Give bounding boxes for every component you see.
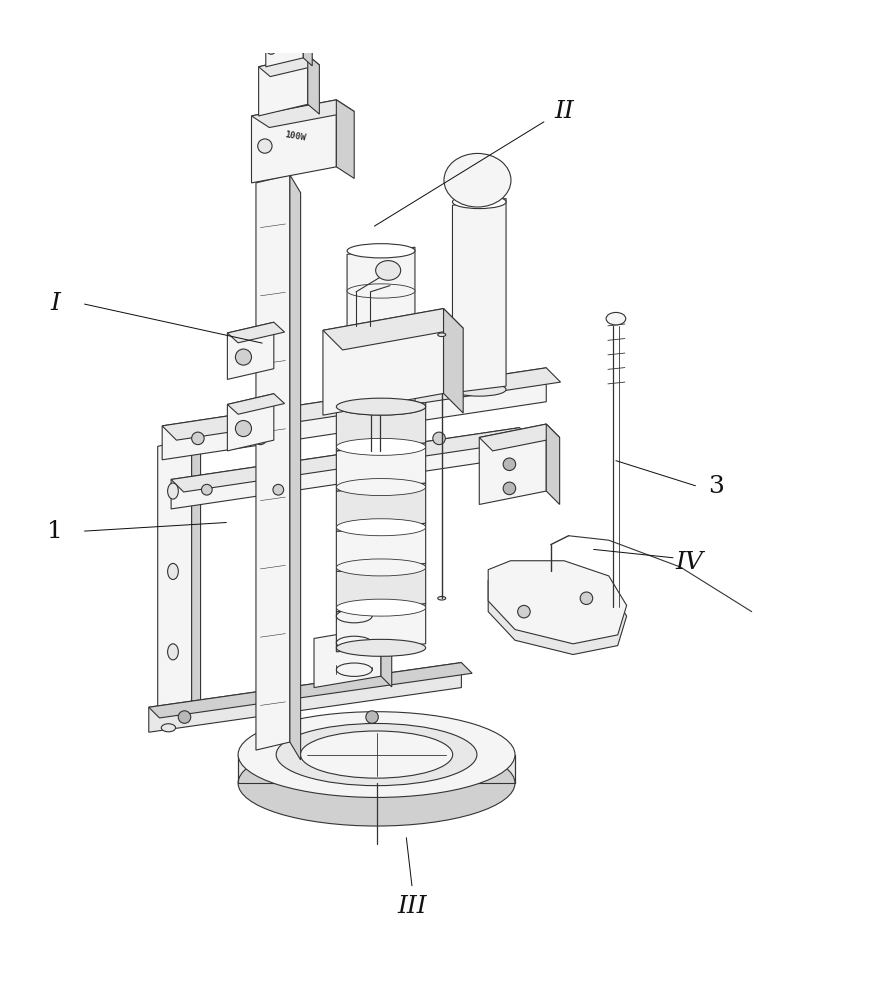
- Polygon shape: [336, 403, 426, 451]
- Polygon shape: [158, 437, 192, 714]
- Polygon shape: [149, 663, 472, 718]
- Circle shape: [178, 711, 191, 723]
- Polygon shape: [336, 604, 426, 652]
- Polygon shape: [488, 571, 626, 655]
- Ellipse shape: [347, 284, 415, 298]
- Text: IV: IV: [676, 551, 703, 574]
- Polygon shape: [228, 322, 285, 343]
- Text: 100W: 100W: [284, 130, 307, 143]
- Polygon shape: [266, 24, 312, 41]
- Polygon shape: [452, 199, 506, 393]
- Ellipse shape: [336, 639, 426, 656]
- Ellipse shape: [347, 373, 415, 387]
- Polygon shape: [336, 563, 426, 612]
- Circle shape: [267, 45, 276, 54]
- Ellipse shape: [336, 599, 426, 616]
- Circle shape: [366, 711, 378, 723]
- Polygon shape: [336, 443, 426, 491]
- Ellipse shape: [336, 663, 372, 676]
- Ellipse shape: [452, 195, 506, 209]
- Ellipse shape: [276, 723, 477, 786]
- Ellipse shape: [168, 563, 178, 579]
- Ellipse shape: [347, 329, 415, 343]
- Polygon shape: [381, 627, 392, 687]
- Ellipse shape: [452, 383, 506, 396]
- Polygon shape: [336, 100, 354, 178]
- Polygon shape: [171, 428, 532, 492]
- Polygon shape: [192, 437, 201, 714]
- Polygon shape: [252, 100, 354, 128]
- Text: III: III: [398, 895, 427, 918]
- Polygon shape: [336, 483, 426, 531]
- Ellipse shape: [168, 483, 178, 499]
- Ellipse shape: [336, 609, 372, 623]
- Polygon shape: [228, 394, 274, 451]
- Circle shape: [236, 349, 252, 365]
- Circle shape: [258, 139, 272, 153]
- Ellipse shape: [336, 559, 426, 576]
- Polygon shape: [307, 55, 319, 114]
- Ellipse shape: [438, 333, 446, 337]
- Text: I: I: [50, 292, 60, 315]
- Ellipse shape: [238, 740, 515, 826]
- Circle shape: [236, 421, 252, 437]
- Polygon shape: [347, 247, 415, 411]
- Polygon shape: [171, 428, 520, 509]
- Polygon shape: [304, 24, 312, 66]
- Ellipse shape: [168, 644, 178, 660]
- Circle shape: [202, 484, 212, 495]
- Polygon shape: [479, 424, 560, 451]
- Ellipse shape: [444, 153, 511, 207]
- Circle shape: [581, 592, 592, 605]
- Polygon shape: [323, 309, 444, 415]
- Polygon shape: [149, 663, 461, 732]
- Circle shape: [518, 605, 530, 618]
- Ellipse shape: [336, 479, 426, 496]
- Circle shape: [504, 482, 516, 495]
- Ellipse shape: [347, 244, 415, 258]
- Polygon shape: [444, 309, 463, 413]
- Polygon shape: [162, 368, 561, 440]
- Ellipse shape: [300, 731, 452, 778]
- Circle shape: [362, 484, 373, 495]
- Circle shape: [343, 432, 356, 445]
- Circle shape: [268, 711, 280, 723]
- Text: 1: 1: [47, 520, 63, 543]
- Ellipse shape: [347, 400, 415, 414]
- Polygon shape: [336, 523, 426, 571]
- Ellipse shape: [336, 636, 372, 650]
- Polygon shape: [259, 55, 307, 116]
- Circle shape: [433, 432, 445, 445]
- Polygon shape: [228, 394, 285, 414]
- Polygon shape: [323, 309, 463, 350]
- Ellipse shape: [336, 398, 426, 415]
- Circle shape: [504, 458, 516, 471]
- Polygon shape: [259, 55, 319, 77]
- Circle shape: [192, 432, 204, 445]
- Circle shape: [273, 484, 284, 495]
- Ellipse shape: [238, 712, 515, 797]
- Polygon shape: [228, 322, 274, 379]
- Text: II: II: [555, 100, 574, 123]
- Ellipse shape: [438, 596, 446, 600]
- Polygon shape: [266, 24, 304, 67]
- Polygon shape: [314, 627, 381, 688]
- Ellipse shape: [606, 312, 625, 325]
- Polygon shape: [238, 755, 515, 783]
- Ellipse shape: [336, 438, 426, 455]
- Ellipse shape: [161, 724, 176, 732]
- Ellipse shape: [336, 519, 426, 536]
- Polygon shape: [252, 100, 336, 183]
- Polygon shape: [290, 175, 301, 760]
- Polygon shape: [488, 561, 626, 644]
- Ellipse shape: [336, 398, 426, 415]
- Polygon shape: [256, 175, 290, 750]
- Ellipse shape: [375, 261, 401, 280]
- Polygon shape: [479, 424, 547, 504]
- Text: 3: 3: [708, 475, 724, 498]
- Polygon shape: [547, 424, 560, 504]
- Polygon shape: [162, 368, 547, 460]
- Circle shape: [254, 432, 267, 445]
